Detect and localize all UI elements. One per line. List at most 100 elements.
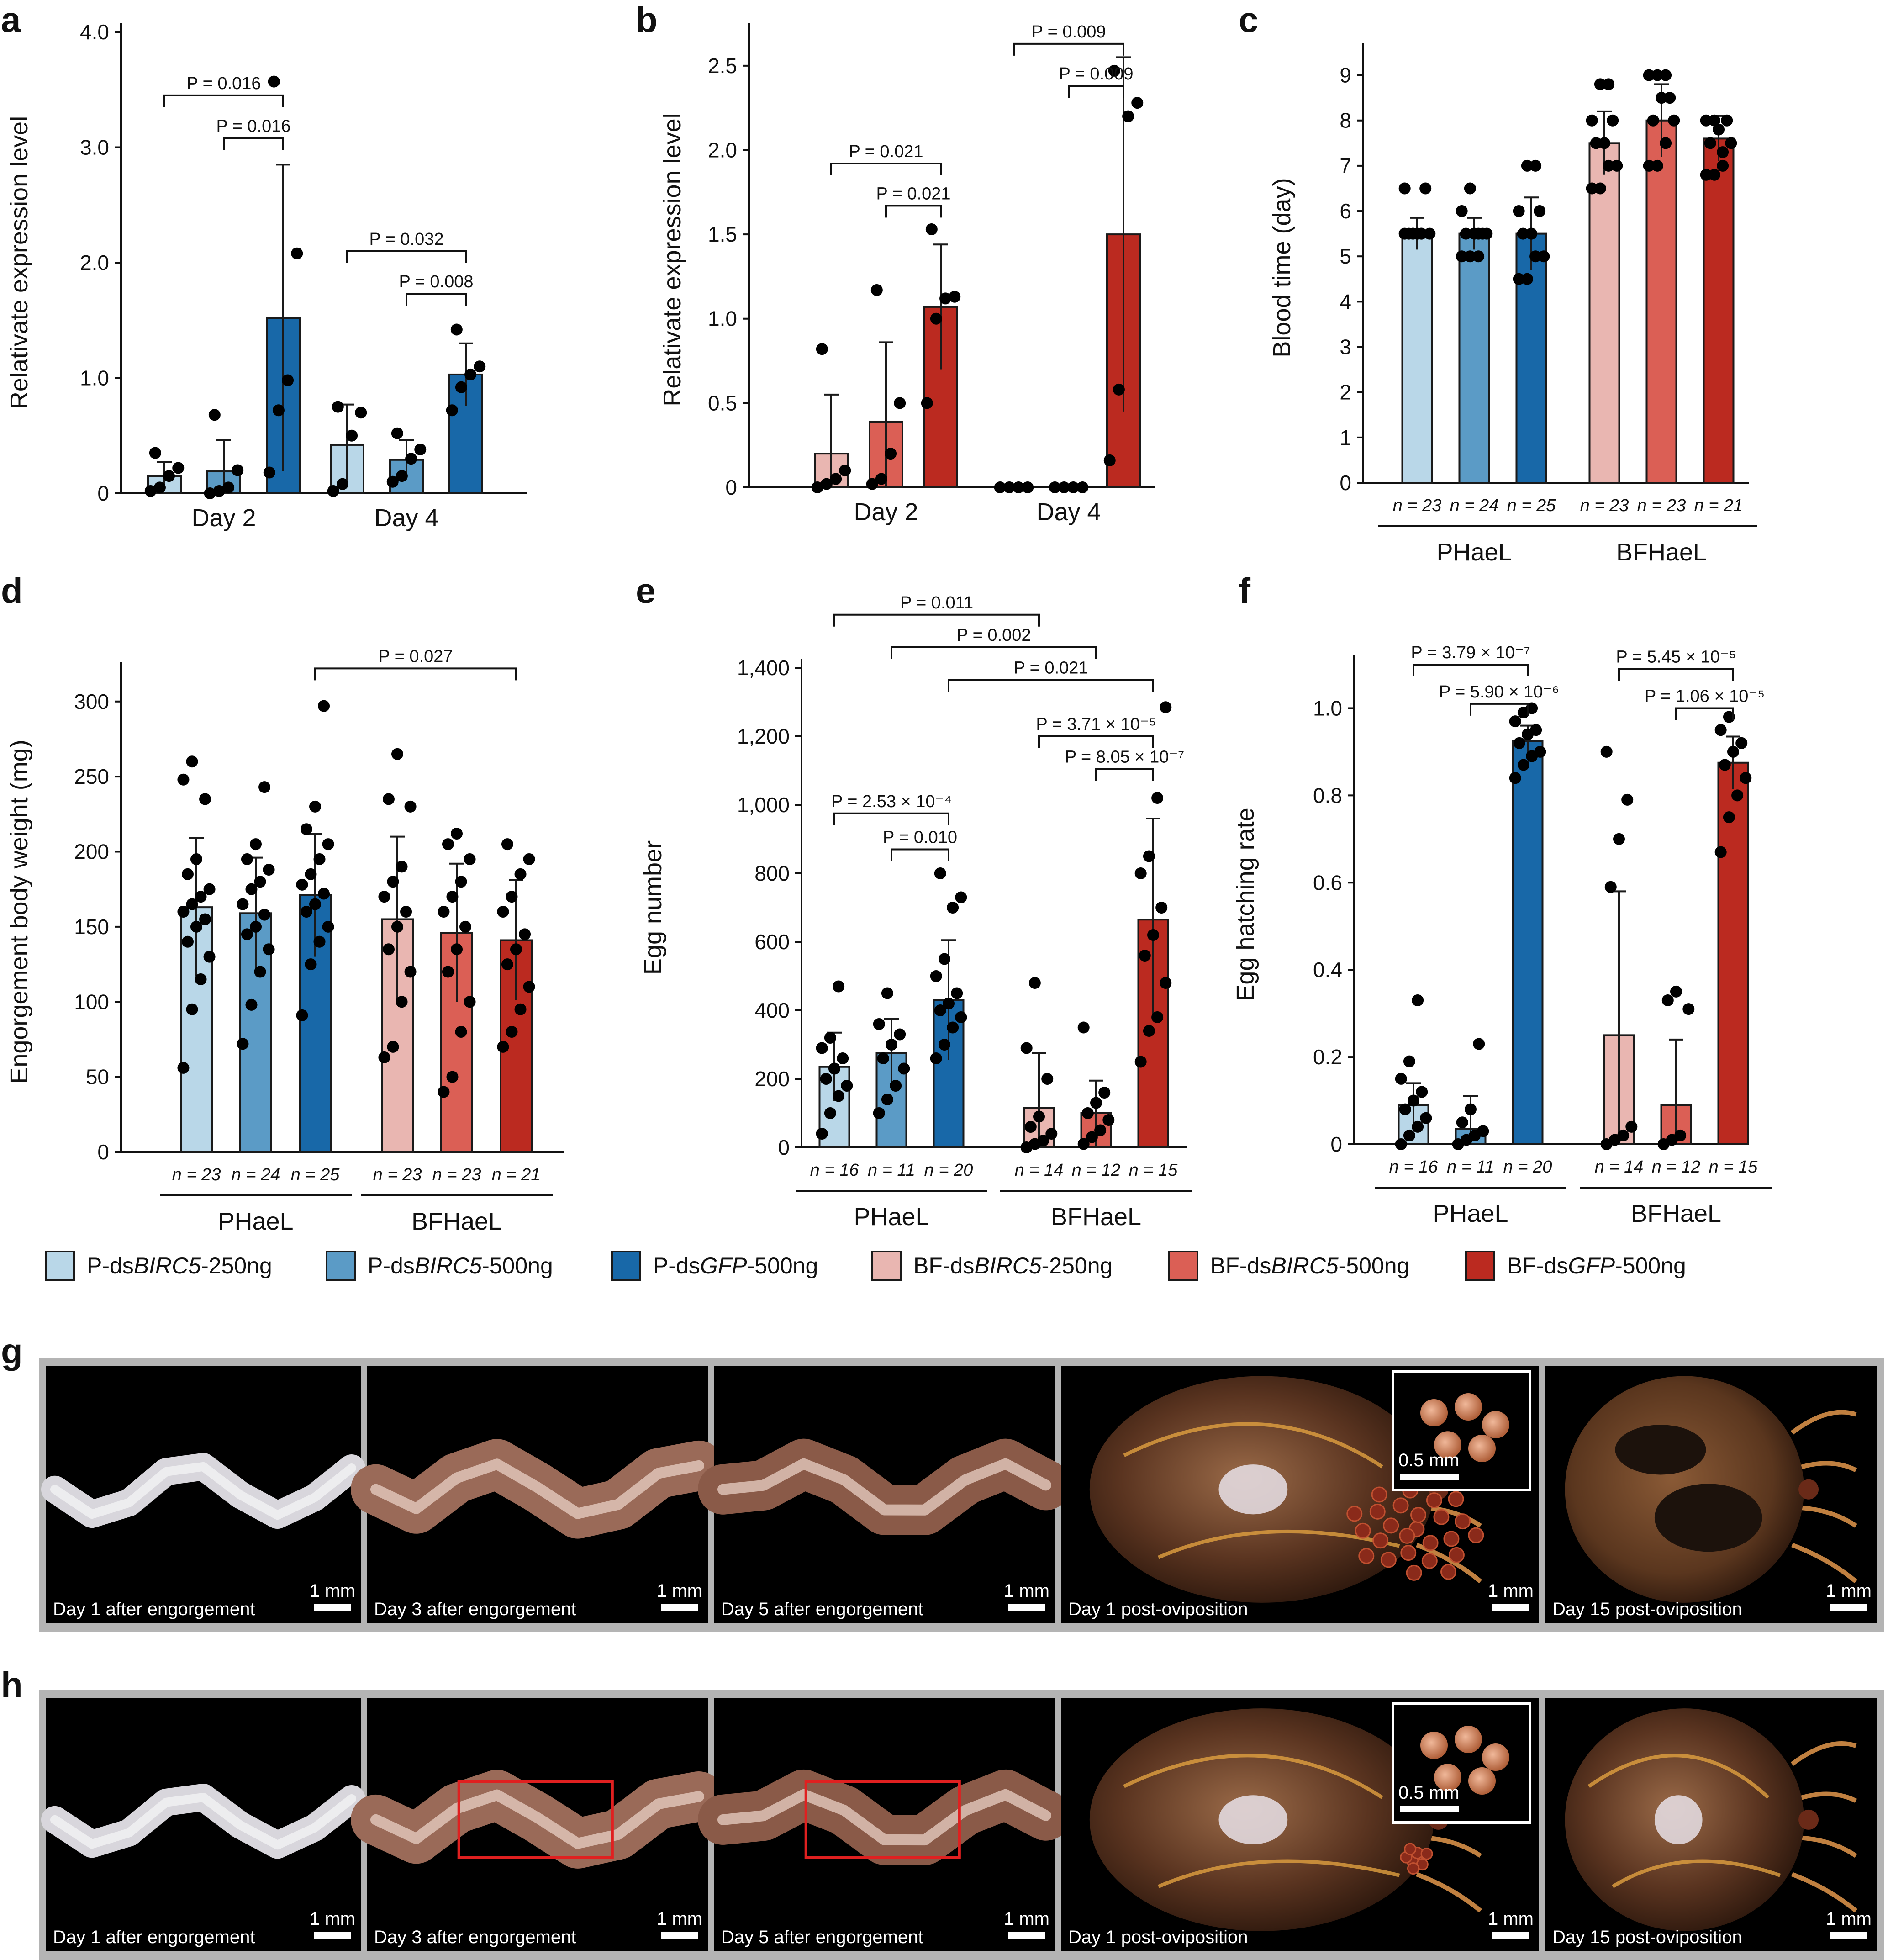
data-point	[1465, 1103, 1477, 1115]
legend-label: P-dsGFP-500ng	[653, 1253, 818, 1278]
egg	[1392, 1497, 1409, 1514]
data-point	[1661, 994, 1674, 1006]
scale-label: 1 mm	[657, 1581, 702, 1601]
data-point	[873, 1107, 885, 1119]
data-point	[455, 876, 467, 888]
legend-prefix: BF-ds	[1507, 1253, 1568, 1278]
y-tick-label: 800	[754, 861, 790, 885]
n-label: n = 11	[1447, 1157, 1494, 1177]
data-point	[886, 1039, 897, 1051]
data-point	[1617, 1129, 1630, 1141]
legend-prefix: BF-ds	[913, 1253, 974, 1278]
data-point	[824, 1107, 836, 1119]
p-value-label: P = 0.032	[369, 230, 443, 249]
data-point	[994, 481, 1006, 493]
significance-bracket	[1013, 42, 1124, 56]
data-point	[1395, 1138, 1407, 1150]
data-point	[250, 920, 262, 933]
y-tick-label: 4	[1340, 290, 1351, 313]
gland-duct-highlight	[717, 1458, 1051, 1516]
chart-panel-b: 0 0.5 1.0 1.5 2.0 2.5 Relativate expression le…	[659, 22, 1155, 526]
egg	[1448, 1491, 1464, 1507]
data-point	[1077, 1138, 1090, 1150]
legend-gene: GFP	[700, 1253, 747, 1278]
data-point	[921, 397, 933, 409]
data-point	[1090, 1097, 1102, 1109]
image-tile: Day 5 after engorgement 1 mm	[698, 1698, 1071, 1951]
data-point	[1534, 745, 1546, 758]
data-point	[144, 485, 157, 497]
data-point	[464, 368, 477, 380]
chart-panel-e: 0 200 400 600 800 1,000 1,200 1,400 Egg number n …	[639, 593, 1192, 1231]
data-point	[474, 360, 486, 373]
data-point	[930, 312, 942, 325]
data-point	[1526, 702, 1538, 714]
n-label: n = 21	[492, 1165, 541, 1184]
data-point	[1731, 789, 1744, 802]
data-point	[816, 343, 828, 355]
y-tick-label: 2.0	[80, 251, 109, 275]
p-value-label: P = 0.021	[876, 184, 950, 203]
image-tile: Day 1 after engorgement 1 mm	[41, 1366, 365, 1623]
y-axis-label: Egg hatching rate	[1232, 808, 1259, 1001]
image-tile: 0.5 mm Day 1 post-oviposition 1 mm	[1061, 1366, 1539, 1623]
egg	[1380, 1552, 1397, 1568]
y-tick-label: 1.5	[708, 222, 737, 246]
p-value-label: P = 0.009	[1031, 22, 1106, 42]
data-point	[1108, 64, 1120, 77]
data-point	[396, 470, 408, 482]
data-point	[186, 1003, 198, 1015]
tick-leg	[1416, 1872, 1482, 1913]
data-point	[1529, 250, 1542, 263]
egg	[1406, 1564, 1422, 1581]
data-point	[1424, 227, 1436, 240]
n-label: n = 20	[1503, 1157, 1552, 1177]
data-point	[195, 891, 207, 903]
data-point	[881, 1094, 893, 1105]
data-point	[204, 487, 216, 499]
significance-bracket	[1470, 703, 1529, 716]
data-point	[506, 891, 518, 903]
egg	[1383, 1517, 1399, 1534]
p-value-label: P = 1.06 × 10⁻⁵	[1645, 687, 1765, 706]
significance-bracket	[885, 205, 942, 218]
data-point	[1037, 1135, 1049, 1146]
data-point	[866, 478, 878, 490]
data-point	[1700, 169, 1712, 181]
inset-scale-label: 0.5 mm	[1398, 1783, 1459, 1803]
data-point	[254, 966, 266, 978]
data-point	[346, 429, 358, 442]
legend-prefix: P-ds	[653, 1253, 700, 1278]
egg	[1455, 1513, 1471, 1530]
data-point	[1668, 114, 1680, 127]
data-point	[1704, 137, 1716, 149]
y-tick-label: 6	[1340, 199, 1351, 223]
data-point	[1717, 146, 1729, 158]
data-point	[213, 485, 225, 497]
scale-bar	[314, 1604, 351, 1611]
data-point	[1460, 227, 1472, 240]
egg	[1400, 1545, 1417, 1561]
n-label: n = 21	[1694, 496, 1743, 515]
data-point	[1395, 1072, 1407, 1085]
tick-highlight	[1218, 1464, 1288, 1515]
group-label: BFHaeL	[1616, 539, 1707, 566]
data-point	[1603, 78, 1615, 90]
data-point	[890, 1080, 902, 1092]
data-point	[237, 898, 249, 910]
tick-leg	[1791, 1543, 1858, 1584]
y-axis-label: Relativate expression level	[5, 116, 33, 409]
p-value-label: P = 0.009	[1059, 64, 1133, 84]
p-value-label: P = 0.021	[849, 142, 923, 161]
data-point	[282, 374, 294, 386]
data-point	[263, 943, 275, 956]
data-point	[1530, 724, 1542, 736]
data-point	[446, 404, 458, 417]
scale-bar	[661, 1604, 698, 1611]
legend-swatch	[1168, 1251, 1198, 1281]
data-point	[1647, 114, 1659, 127]
data-point	[519, 928, 531, 940]
data-point	[894, 1028, 906, 1041]
legend-suffix: -500ng	[482, 1253, 553, 1278]
